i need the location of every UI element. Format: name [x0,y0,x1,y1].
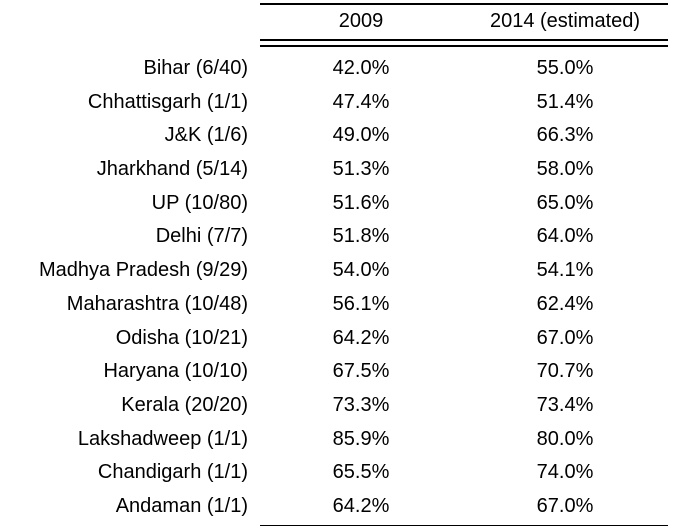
header-rule-lower [260,45,668,47]
row-label: Jharkhand (5/14) [96,158,248,181]
value-2014: 80.0% [536,427,594,450]
value-2009: 56.1% [332,292,390,315]
row-label: Bihar (6/40) [143,57,249,79]
value-2009: 73.3% [332,393,390,416]
row-label: UP (10/80) [151,191,248,214]
table-row: Chhattisgarh (1/1) 47.4% 51.4% [0,86,691,120]
table-row: Andaman (1/1) 64.2% 67.0% [0,490,691,524]
column-header-2014: 2014 (estimated) [489,10,641,32]
row-label: Haryana (10/10) [103,360,248,383]
value-2009: 65.5% [332,461,390,484]
value-2009: 67.5% [332,360,390,383]
row-label: Maharashtra (10/48) [66,292,248,315]
row-label: J&K (1/6) [164,124,248,147]
value-2014: 74.0% [536,461,594,484]
value-2014: 67.0% [536,326,594,349]
value-2014: 64.0% [536,225,594,248]
value-2009: 64.2% [332,494,390,517]
value-2009: 47.4% [332,90,390,113]
table-row: Bihar (6/40) 42.0% 55.0% [0,52,691,86]
row-label: Chandigarh (1/1) [97,461,248,484]
column-header-2009: 2009 [338,10,384,32]
row-label: Delhi (7/7) [155,225,248,248]
table-row: Maharashtra (10/48) 56.1% 62.4% [0,288,691,322]
header-rule-upper [260,39,668,41]
value-2009: 51.8% [332,225,390,248]
value-2014: 62.4% [536,292,594,315]
value-2014: 70.7% [536,360,594,383]
row-label: Andaman (1/1) [115,494,248,517]
value-2014: 54.1% [536,259,594,282]
row-label: Chhattisgarh (1/1) [87,90,248,113]
value-2009: 49.0% [332,124,390,147]
table-row: Kerala (20/20) 73.3% 73.4% [0,389,691,423]
value-2009: 51.6% [332,191,390,214]
value-2009: 64.2% [332,326,390,349]
table-row: Delhi (7/7) 51.8% 64.0% [0,220,691,254]
value-2014: 51.4% [536,90,594,113]
value-2014: 67.0% [536,494,594,517]
value-2014: 58.0% [536,158,594,181]
table-row: UP (10/80) 51.6% 65.0% [0,187,691,221]
table-row: Lakshadweep (1/1) 85.9% 80.0% [0,423,691,457]
value-2009: 54.0% [332,259,390,282]
row-label: Kerala (20/20) [121,393,248,416]
value-2014: 55.0% [536,57,594,79]
value-2014: 65.0% [536,191,594,214]
value-2009: 85.9% [332,427,390,450]
table-body: Bihar (6/40) 42.0% 55.0% Chhattisgarh (1/1)… [0,52,691,524]
row-label: Odisha (10/21) [115,326,248,349]
value-2014: 73.4% [536,393,594,416]
value-2009: 42.0% [332,57,390,79]
table-row: Chandigarh (1/1) 65.5% 74.0% [0,456,691,490]
bottom-rule [260,525,668,526]
top-rule [260,3,668,5]
table-row: Madhya Pradesh (9/29) 54.0% 54.1% [0,254,691,288]
row-label: Madhya Pradesh (9/29) [38,259,248,282]
table-row: Jharkhand (5/14) 51.3% 58.0% [0,153,691,187]
table-row: J&K (1/6) 49.0% 66.3% [0,119,691,153]
row-label: Lakshadweep (1/1) [77,427,248,450]
value-2014: 66.3% [536,124,594,147]
table-row: Haryana (10/10) 67.5% 70.7% [0,355,691,389]
table-row: Odisha (10/21) 64.2% 67.0% [0,322,691,356]
value-2009: 51.3% [332,158,390,181]
